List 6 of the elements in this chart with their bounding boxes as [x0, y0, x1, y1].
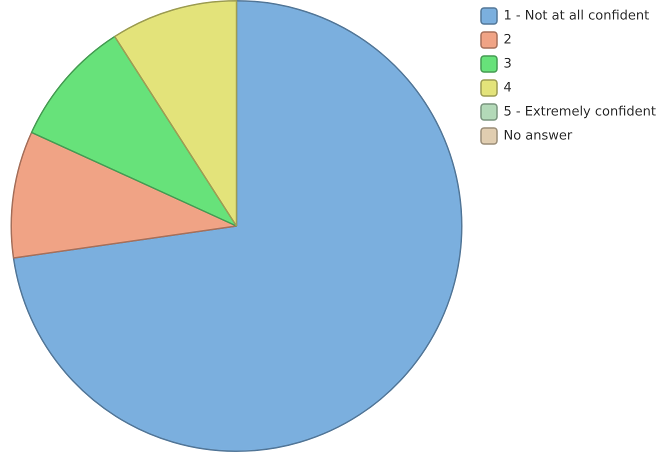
- legend-label: 5 - Extremely confident: [504, 104, 656, 120]
- legend-label: 1 - Not at all confident: [504, 8, 650, 24]
- legend-label: 2: [504, 32, 512, 48]
- legend-label: 3: [504, 56, 512, 72]
- legend-label: No answer: [504, 128, 573, 144]
- legend-label: 4: [504, 80, 512, 96]
